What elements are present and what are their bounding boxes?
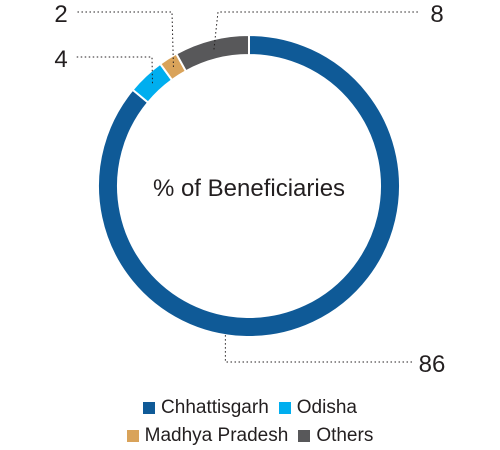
leader-line-others: [213, 11, 418, 50]
legend-label-odisha: Odisha: [296, 397, 357, 418]
legend-label-chhattisgarh: Chhattisgarh: [161, 397, 269, 418]
legend: Chhattisgarh Odisha Madhya Pradesh Other…: [0, 394, 500, 450]
value-label-odisha: 4: [54, 46, 67, 73]
legend-item-madhya-pradesh: Madhya Pradesh: [126, 425, 289, 447]
legend-swatch-chhattisgarh: [143, 402, 156, 414]
legend-swatch-others: [298, 430, 311, 442]
value-label-chhattisgarh: 86: [419, 351, 446, 378]
leader-line-chhattisgarh: [224, 335, 412, 363]
legend-swatch-odisha: [278, 402, 291, 414]
value-label-madhya-pradesh: 2: [54, 1, 67, 28]
legend-swatch-madhya-pradesh: [126, 430, 139, 442]
legend-item-odisha: Odisha: [278, 397, 357, 419]
legend-label-madhya-pradesh: Madhya Pradesh: [144, 425, 289, 446]
legend-item-others: Others: [298, 425, 373, 447]
leader-line-madhya-pradesh: [76, 11, 174, 67]
legend-row: Madhya Pradesh Others: [0, 422, 500, 450]
leader-line-odisha: [76, 56, 153, 84]
value-label-others: 8: [430, 1, 443, 28]
legend-item-chhattisgarh: Chhattisgarh: [143, 397, 269, 419]
slice-chhattisgarh: [97, 33, 401, 338]
slice-others: [174, 33, 250, 73]
legend-label-others: Others: [316, 425, 374, 446]
leader-lines: [76, 11, 418, 363]
chart-center-title: % of Beneficiaries: [153, 175, 345, 202]
legend-row: Chhattisgarh Odisha: [0, 394, 500, 422]
